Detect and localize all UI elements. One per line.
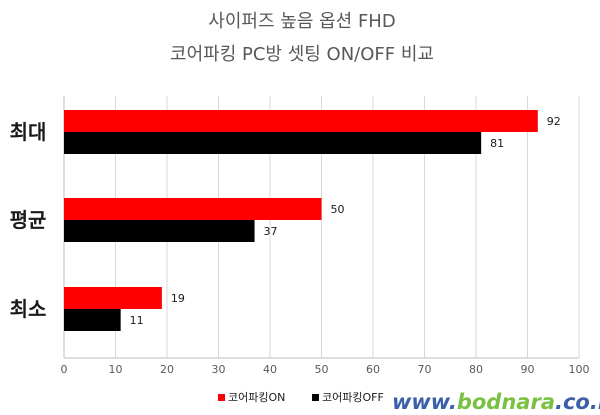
data-label: 81 xyxy=(490,137,504,150)
x-tick-label: 30 xyxy=(212,363,226,376)
bars xyxy=(64,110,538,331)
bar-off xyxy=(64,309,121,331)
watermark-site: bodnara xyxy=(456,390,555,414)
bar-off xyxy=(64,220,255,242)
category-label: 평균 xyxy=(10,208,47,232)
legend-label: 코어파킹ON xyxy=(228,391,285,404)
x-tick-label: 10 xyxy=(109,363,123,376)
x-tick-label: 0 xyxy=(61,363,68,376)
chart-title-line-2: 코어파킹 PC방 셋팅 ON/OFF 비교 xyxy=(170,44,434,65)
x-tick-label: 80 xyxy=(469,363,483,376)
x-tick-label: 100 xyxy=(569,363,590,376)
x-tick-label: 20 xyxy=(160,363,174,376)
watermark: www.bodnara.co.kr xyxy=(392,390,600,414)
labels: 최대 92 81 평균 50 37 최소 19 11 xyxy=(10,115,561,327)
x-tick-label: 50 xyxy=(315,363,329,376)
data-label: 19 xyxy=(171,292,185,305)
legend: 코어파킹ON 코어파킹OFF xyxy=(218,391,384,404)
bar-on xyxy=(64,110,538,132)
watermark-domain: .co.kr xyxy=(554,390,600,414)
x-tick-label: 60 xyxy=(366,363,380,376)
category-label: 최대 xyxy=(10,120,47,144)
data-label: 92 xyxy=(547,115,561,128)
bar-on xyxy=(64,287,162,309)
legend-swatch xyxy=(312,394,319,401)
x-tick-label: 90 xyxy=(521,363,535,376)
data-label: 11 xyxy=(130,314,144,327)
chart-title-line-1: 사이퍼즈 높음 옵션 FHD xyxy=(208,11,395,32)
x-tick-label: 70 xyxy=(418,363,432,376)
bar-off xyxy=(64,132,482,154)
legend-label: 코어파킹OFF xyxy=(322,391,384,404)
legend-swatch xyxy=(218,394,225,401)
data-label: 37 xyxy=(264,225,278,238)
watermark-www: www. xyxy=(392,390,457,414)
data-label: 50 xyxy=(331,203,345,216)
x-tick-label: 40 xyxy=(263,363,277,376)
category-label: 최소 xyxy=(10,297,47,321)
bar-on xyxy=(64,198,322,220)
